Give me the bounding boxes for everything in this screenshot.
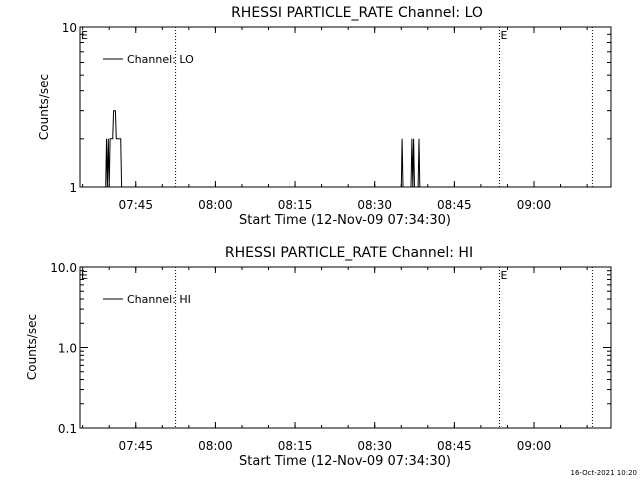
y-tick-label-lo: 1 xyxy=(69,181,77,195)
legend-hi: Channel: HI xyxy=(103,293,191,306)
y-axis-label-hi: Counts/sec xyxy=(25,314,39,380)
x-tick-label-lo: 08:45 xyxy=(437,198,472,212)
event-marker-label-lo: E xyxy=(500,29,507,42)
x-tick-label-lo: 09:00 xyxy=(517,198,552,212)
legend-label-lo: Channel: LO xyxy=(127,53,194,66)
x-tick-label-lo: 08:00 xyxy=(198,198,233,212)
y-tick-label-lo: 10 xyxy=(62,21,77,35)
event-marker-label-hi: E xyxy=(81,269,88,282)
x-tick-label-lo: 07:45 xyxy=(118,198,153,212)
x-tick-label-hi: 07:45 xyxy=(118,439,153,453)
y-tick-label-hi: 10.0 xyxy=(50,261,77,275)
footer-timestamp: 16-Oct-2021 10:20 xyxy=(571,469,637,477)
x-axis-label-lo: Start Time (12-Nov-09 07:34:30) xyxy=(239,213,451,228)
series-group-lo xyxy=(105,110,421,188)
event-marker-label-hi: E xyxy=(500,269,507,282)
y-tick-label-hi: 1.0 xyxy=(58,342,77,356)
legend-lo: Channel: LO xyxy=(103,53,194,66)
plot-frame-lo xyxy=(79,26,612,188)
chart-title-hi: RHESSI PARTICLE_RATE Channel: HI xyxy=(225,245,473,261)
x-tick-label-hi: 09:00 xyxy=(517,439,552,453)
legend-label-hi: Channel: HI xyxy=(127,293,191,306)
y-tick-label-hi: 0.1 xyxy=(58,422,77,436)
x-tick-label-hi: 08:30 xyxy=(357,439,392,453)
x-tick-label-lo: 08:15 xyxy=(278,198,313,212)
panel-lo: RHESSI PARTICLE_RATE Channel: LO Counts/… xyxy=(37,5,612,228)
x-axis-label-hi: Start Time (12-Nov-09 07:34:30) xyxy=(239,454,451,469)
series-line-lo xyxy=(105,110,421,188)
y-axis-label-lo: Counts/sec xyxy=(37,74,51,140)
panel-hi: RHESSI PARTICLE_RATE Channel: HI Counts/… xyxy=(25,245,612,469)
x-tick-label-hi: 08:15 xyxy=(278,439,313,453)
x-tick-label-hi: 08:00 xyxy=(198,439,233,453)
chart-title-lo: RHESSI PARTICLE_RATE Channel: LO xyxy=(231,5,483,21)
x-tick-label-lo: 08:30 xyxy=(357,198,392,212)
tick-group-lo: 07:45 08:00 08:15 08:30 08:45 09:00 1 10 xyxy=(62,21,611,212)
tick-group-hi: 07:45 08:00 08:15 08:30 08:45 09:00 0.1 1.0 10.0 xyxy=(50,261,611,453)
x-tick-label-hi: 08:45 xyxy=(437,439,472,453)
event-marker-label-lo: E xyxy=(81,29,88,42)
